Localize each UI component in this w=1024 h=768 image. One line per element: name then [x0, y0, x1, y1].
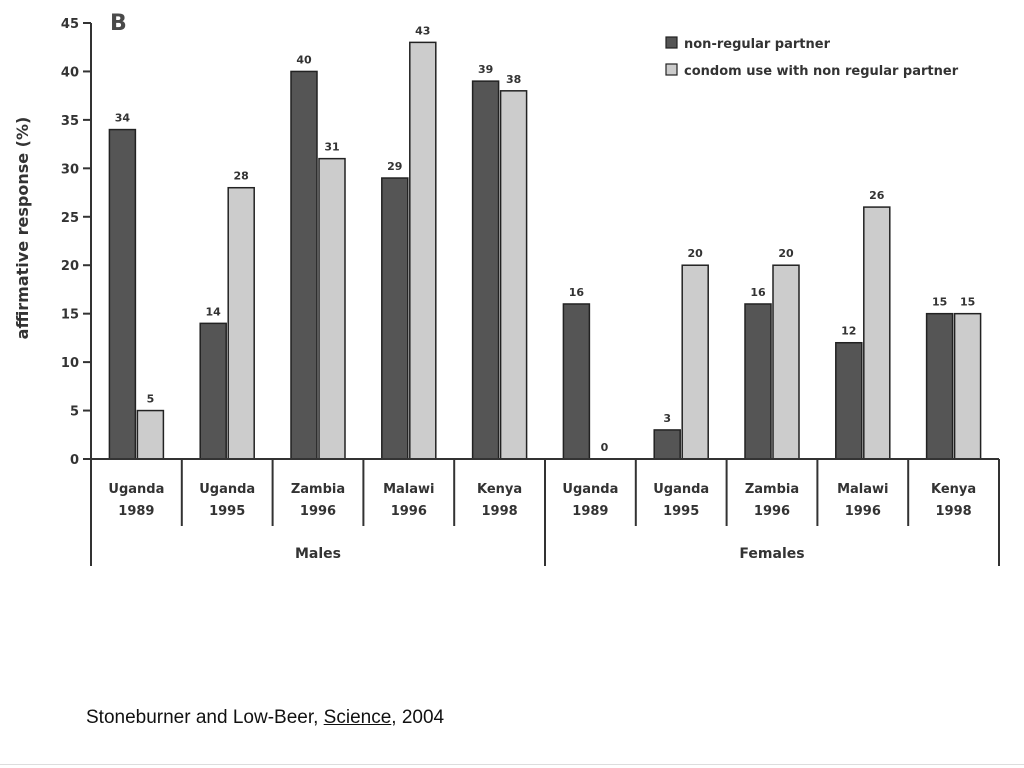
caption-year: , 2004	[391, 707, 445, 728]
category-label: Kenya	[931, 482, 976, 497]
bar	[381, 177, 409, 460]
legend-label: condom use with non regular partner	[684, 64, 959, 79]
bar	[290, 70, 318, 460]
category-label: 1989	[118, 504, 154, 519]
bar	[409, 41, 437, 460]
category-label: Malawi	[383, 482, 434, 497]
data-label: 20	[688, 247, 704, 260]
bar	[108, 128, 137, 460]
data-label: 39	[478, 63, 493, 76]
y-tick-label: 35	[61, 114, 79, 129]
bar	[681, 264, 709, 460]
bar	[772, 264, 800, 460]
category-label: 1996	[754, 504, 790, 519]
bar	[199, 322, 227, 460]
category-label: Uganda	[199, 482, 255, 497]
caption-authors: Stoneburner and Low-Beer,	[86, 707, 324, 728]
category-label: 1989	[572, 504, 608, 519]
category-label: Malawi	[837, 482, 888, 497]
group-label: Females	[739, 546, 804, 562]
y-tick-label: 25	[61, 211, 79, 226]
legend-label: non-regular partner	[684, 37, 831, 52]
category-label: 1995	[663, 504, 699, 519]
bar	[835, 341, 863, 460]
caption-journal-link[interactable]: Science	[323, 707, 392, 728]
category-label: 1998	[482, 504, 518, 519]
bar	[863, 206, 891, 460]
bottom-divider	[0, 764, 1024, 765]
data-label: 20	[778, 247, 794, 260]
category-label: 1995	[209, 504, 245, 519]
data-label: 28	[234, 170, 249, 183]
bar	[653, 429, 681, 460]
data-label: 14	[206, 305, 222, 318]
data-label: 12	[841, 325, 856, 338]
category-label: Kenya	[477, 482, 522, 497]
y-tick-label: 5	[70, 405, 79, 420]
legend: non-regular partner condom use with non r…	[665, 36, 959, 79]
data-label: 26	[869, 189, 885, 202]
y-tick-label: 40	[61, 65, 79, 80]
x-axis: Uganda 1989 Uganda 1995 Zambia 1996 Malawi 1996…	[90, 458, 1000, 566]
legend-swatch	[665, 63, 678, 76]
data-label: 38	[506, 73, 521, 86]
data-label: 15	[932, 296, 947, 309]
group-label: Males	[295, 546, 341, 562]
bar	[499, 90, 528, 460]
data-label: 16	[569, 286, 585, 299]
category-label: Zambia	[745, 482, 799, 497]
data-label: 5	[147, 393, 155, 406]
bar	[471, 80, 500, 460]
bar	[318, 157, 346, 460]
data-label: 3	[663, 412, 671, 425]
data-label: 16	[750, 286, 766, 299]
data-label: 15	[960, 296, 975, 309]
bar	[227, 186, 255, 460]
bar	[562, 303, 591, 460]
y-tick-label: 45	[61, 17, 79, 32]
legend-swatch	[665, 36, 678, 49]
category-label: 1996	[300, 504, 336, 519]
category-label: 1998	[936, 504, 972, 519]
data-label: 0	[601, 441, 609, 454]
data-label: 31	[324, 141, 339, 154]
y-tick-label: 10	[61, 356, 79, 371]
y-tick-label: 0	[70, 453, 79, 468]
category-label: 1996	[391, 504, 427, 519]
category-label: Zambia	[291, 482, 345, 497]
data-label: 40	[296, 53, 312, 66]
category-label: Uganda	[562, 482, 618, 497]
bar	[953, 312, 982, 460]
category-label: Uganda	[653, 482, 709, 497]
y-tick-label: 15	[61, 308, 79, 323]
category-label: 1996	[845, 504, 881, 519]
y-tick-label: 30	[61, 162, 79, 177]
bar	[136, 409, 165, 460]
panel-letter: B	[110, 11, 127, 36]
source-caption: Stoneburner and Low-Beer, Science, 2004	[86, 707, 444, 729]
category-label: Uganda	[108, 482, 164, 497]
y-tick-label: 20	[61, 259, 79, 274]
data-label: 34	[115, 112, 131, 125]
bar	[744, 303, 772, 460]
data-label: 29	[387, 160, 402, 173]
bars: 34 14 40 29 39 16 3 16 12 15 5 28 31 43 38 0 20 20 26 15	[108, 24, 982, 460]
bar	[925, 312, 954, 460]
y-axis: 0 5 10 15 20 25 30 35 40 45	[61, 17, 92, 468]
data-label: 43	[415, 24, 430, 37]
y-axis-title: affirmative response (%)	[13, 117, 32, 340]
